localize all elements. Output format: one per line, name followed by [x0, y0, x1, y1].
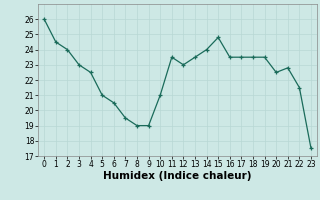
X-axis label: Humidex (Indice chaleur): Humidex (Indice chaleur)	[103, 171, 252, 181]
